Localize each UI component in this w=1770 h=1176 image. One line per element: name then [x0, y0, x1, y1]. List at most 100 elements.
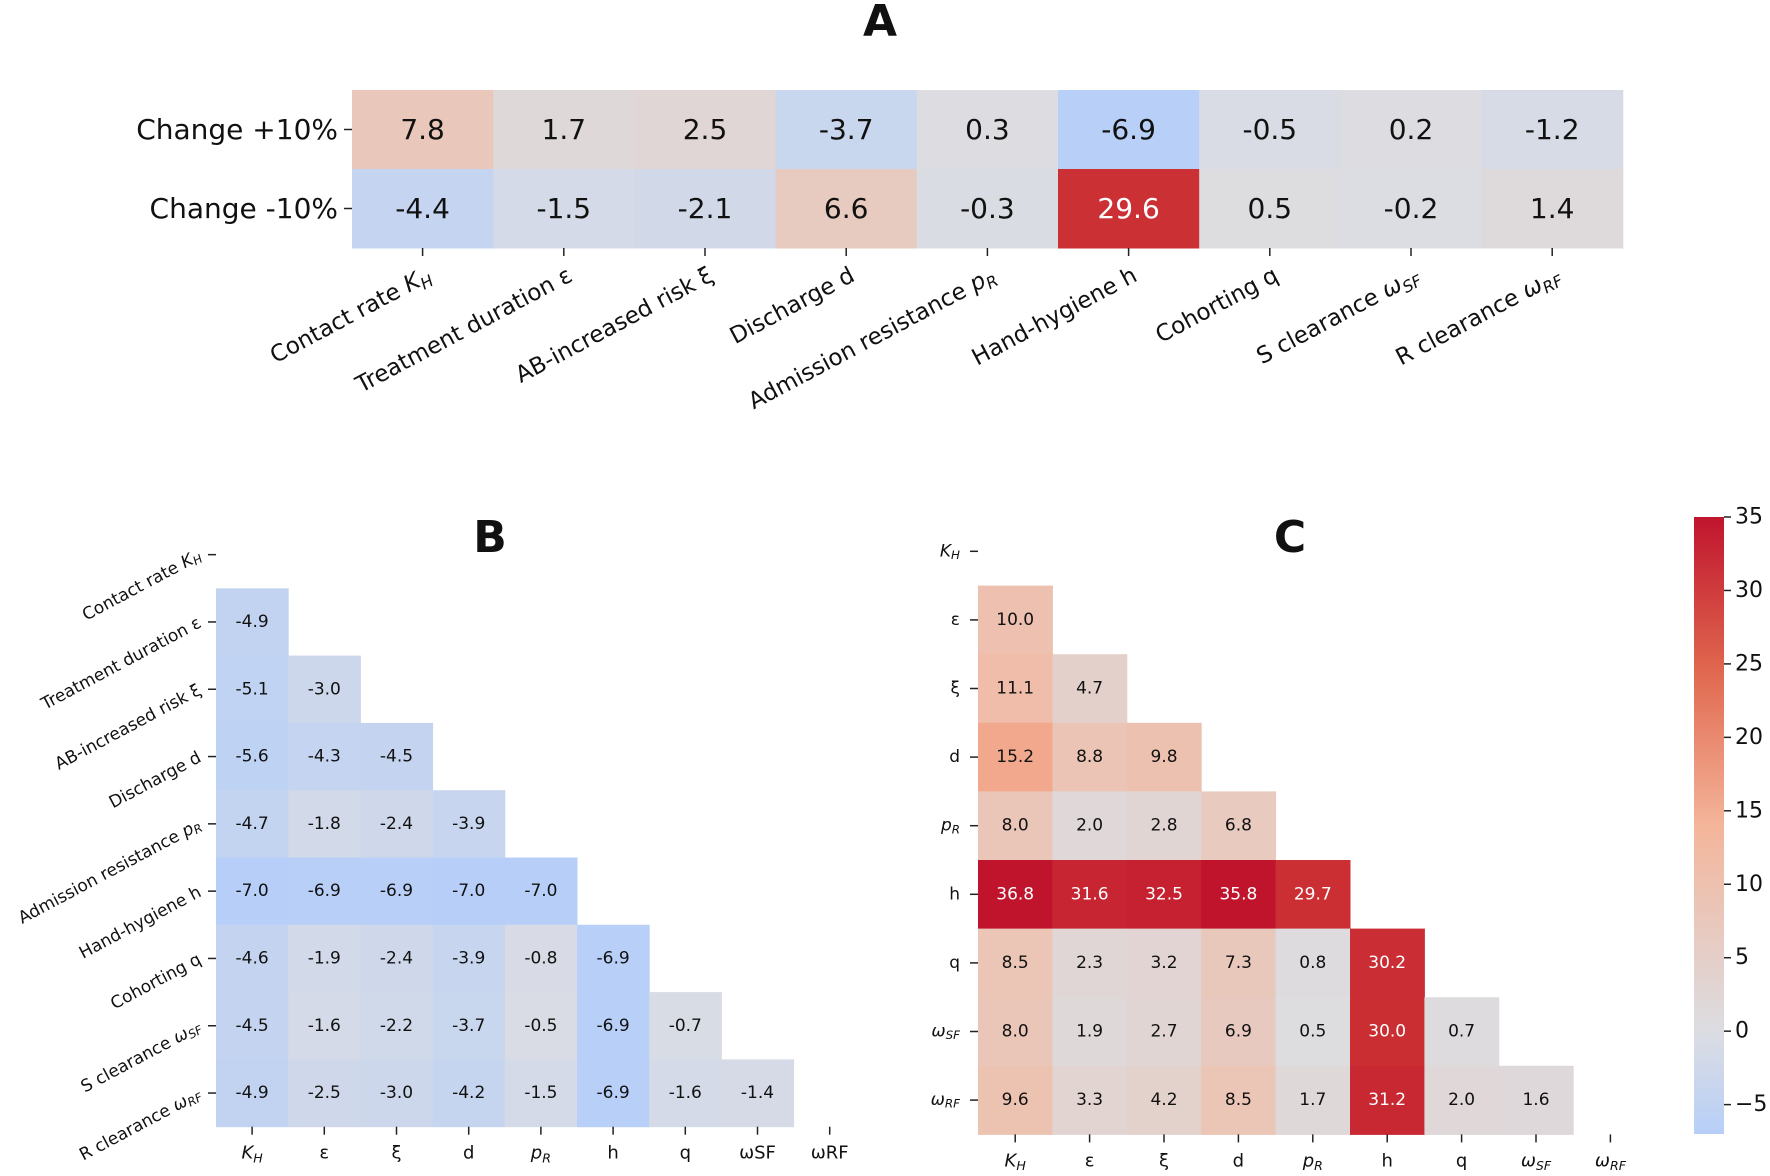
colorbar: 35 30 25 20 15 10 5 0 −5 [1694, 505, 1767, 1134]
panel-b-cell-value: -4.9 [236, 1083, 269, 1103]
panel-b-cell-value: -3.0 [380, 1083, 413, 1103]
panel-b-cell [432, 1059, 506, 1128]
panel-b-cell-value: -4.9 [236, 612, 269, 632]
panel-b-x-tick-label: KH [241, 1143, 263, 1166]
panel-c-cell-value: 31.6 [1071, 884, 1109, 904]
panel-a-cell [493, 90, 635, 170]
panel-b-cell [216, 1059, 289, 1128]
panel-b-cell-value: -7.0 [524, 881, 557, 901]
panel-c-cell-value: 4.2 [1150, 1090, 1177, 1110]
panel-c-cell [1052, 654, 1128, 724]
panel-b-cell-value: -4.7 [236, 814, 269, 834]
panel-c-cell [1275, 860, 1351, 930]
panel-c-y-tick-label: ε [951, 610, 960, 630]
panel-b-x-tick-label: ξ [391, 1143, 401, 1164]
panel-b-y-tick-label: Discharge d [106, 748, 205, 813]
panel-c-cell [978, 1065, 1053, 1135]
panel-b-cell-value: -4.5 [380, 747, 413, 767]
panel-b-cell-value: -7.0 [452, 881, 485, 901]
panel-b-cell-value: -1.6 [669, 1083, 702, 1103]
panel-c-cell [1126, 722, 1202, 792]
panel-c-heatmap: 10.0 11.1 4.7 15.2 8.8 9.8 8.0 2.0 2.8 6.8 36.8 31.… [931, 541, 1627, 1173]
colorbar-tick-label: 10 [1735, 872, 1763, 897]
panel-a-cell-value: 7.8 [400, 113, 445, 146]
panel-c-cell-value: 2.7 [1150, 1022, 1177, 1042]
panel-c-cell-value: 35.8 [1219, 884, 1257, 904]
panel-c-y-tick-label: ξ [951, 679, 960, 699]
panel-c-cell-value: 8.8 [1076, 747, 1103, 767]
panel-b-cell [360, 790, 434, 858]
panel-b-cell [649, 1059, 722, 1128]
panel-b-cell-value: -5.6 [236, 747, 269, 767]
panel-c-cell [1052, 722, 1128, 792]
panel-c-cell-value: 0.7 [1448, 1022, 1475, 1042]
panel-c-x-tick-label: pR [1302, 1150, 1323, 1173]
colorbar-tick-label: 15 [1735, 798, 1763, 823]
panel-b-cell [360, 722, 434, 791]
colorbar-tick-label: 5 [1735, 945, 1749, 970]
panel-c-cell-value: 32.5 [1145, 884, 1183, 904]
panel-b-cell-value: -3.9 [452, 948, 485, 968]
panel-c-cell [1126, 791, 1202, 861]
panel-b-cell [649, 992, 722, 1060]
panel-b-cell-value: -1.5 [524, 1083, 557, 1103]
panel-a-cell [775, 90, 918, 170]
panel-c-cell-value: 6.8 [1225, 816, 1252, 836]
panel-b-cell-value: -2.2 [380, 1016, 413, 1036]
panel-b-cell [721, 1059, 795, 1128]
panel-c-cell-value: 1.9 [1076, 1022, 1103, 1042]
panel-c-cell-value: 2.8 [1150, 816, 1177, 836]
panel-a-cell-value: -4.4 [395, 192, 450, 225]
panel-a-x-tick-label: Discharge d [726, 262, 859, 349]
panel-b-cell-value: -2.4 [380, 814, 413, 834]
panel-b-cell [504, 924, 578, 993]
panel-c-cell [1052, 928, 1128, 998]
panel-a-cell [1340, 169, 1483, 249]
panel-b-cell-value: -6.9 [597, 1016, 630, 1036]
panel-b-cell-value: -2.4 [380, 948, 413, 968]
panel-c-cell [1052, 791, 1128, 861]
panel-b-y-tick-label: Hand-hygiene h [76, 882, 205, 963]
panel-b-cell [288, 1059, 361, 1128]
panel-c-cell-value: 29.7 [1294, 884, 1332, 904]
panel-c-cell-value: 0.8 [1299, 953, 1326, 973]
panel-c-cell-value: 4.7 [1076, 679, 1103, 699]
panel-b-cell-value: -0.7 [669, 1016, 702, 1036]
panel-b-cell-value: -6.9 [308, 881, 341, 901]
colorbar-tick-label: −5 [1735, 1092, 1767, 1117]
panel-a-cell [775, 169, 918, 249]
panel-c-cell-value: 2.0 [1448, 1090, 1475, 1110]
panel-b-cell-value: -4.6 [236, 948, 269, 968]
panel-a-cell-value: 0.2 [1389, 113, 1434, 146]
panel-b-cell [504, 992, 578, 1060]
panel-b-cell-value: -6.9 [380, 881, 413, 901]
panel-a-title: A [863, 0, 897, 47]
panel-a-cell-value: 0.3 [965, 113, 1010, 146]
panel-b-cell-value: -4.5 [236, 1016, 269, 1036]
panel-c-y-tick-label: ωRF [931, 1090, 961, 1111]
panel-a-cell-value: -0.2 [1384, 192, 1439, 225]
panel-c-cell [978, 722, 1053, 792]
panel-b-x-tick-label: d [463, 1143, 474, 1164]
panel-c-y-tick-label: q [949, 953, 960, 973]
panel-b-y-tick-label: S clearance ωSF [78, 1017, 205, 1098]
panel-c-y-tick-label: KH [940, 541, 960, 562]
panel-b-cell [577, 924, 650, 993]
panel-c-cell [1201, 791, 1277, 861]
panel-b-heatmap: -4.9 -5.1 -3.0 -5.6 -4.3 -4.5 -4.7 -1.8 -2.4 -3.9… [15, 549, 849, 1166]
panel-a-cell [352, 90, 494, 170]
panel-c-cell-value: 31.2 [1368, 1090, 1406, 1110]
panel-a-cell [352, 169, 494, 249]
panel-a-y-tick-label: Change -10% [150, 192, 338, 225]
panel-c-cell [1052, 997, 1128, 1067]
panel-c-cell [1275, 1065, 1351, 1135]
panel-c-x-tick-label: KH [1005, 1150, 1027, 1173]
panel-a-cell-value: -6.9 [1101, 113, 1156, 146]
panel-c-cell [1424, 997, 1500, 1067]
panel-c-cell [1052, 1065, 1128, 1135]
panel-c-cell-value: 8.5 [1225, 1090, 1252, 1110]
panel-b-cell [288, 722, 361, 791]
colorbar-tick-label: 30 [1735, 578, 1763, 603]
panel-c-y-tick-label: d [949, 747, 960, 767]
